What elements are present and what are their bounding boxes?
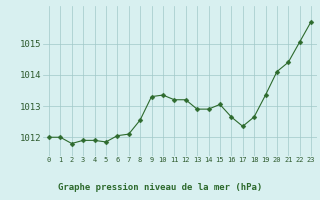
Text: Graphe pression niveau de la mer (hPa): Graphe pression niveau de la mer (hPa) — [58, 184, 262, 192]
